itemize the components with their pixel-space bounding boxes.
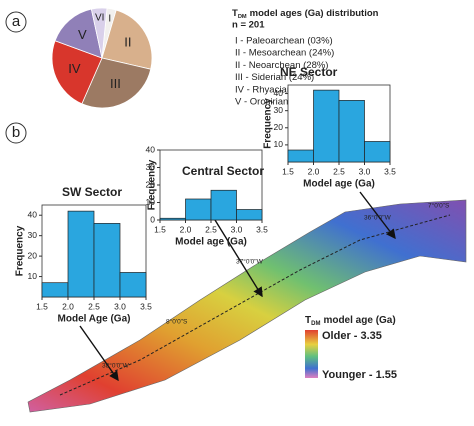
subtitle: n = 201 bbox=[232, 20, 265, 31]
legend-entry: II - Neoarchean (28%) bbox=[235, 60, 328, 71]
coord-label: 36°0'0"W bbox=[364, 214, 392, 222]
y-axis-label: Frequency bbox=[15, 225, 26, 276]
slice-label: II bbox=[124, 34, 131, 49]
y-tick-label: 20 bbox=[146, 179, 156, 189]
pie-slice bbox=[54, 8, 103, 59]
slice-label: I bbox=[108, 13, 111, 24]
title: TDM model age (Ga) bbox=[305, 315, 396, 327]
y-tick-label: 10 bbox=[146, 197, 156, 207]
title-part: T bbox=[232, 8, 238, 19]
title-part: T bbox=[305, 315, 311, 326]
bar bbox=[287, 149, 314, 163]
legend-entry: V - Orosirian (05%) bbox=[235, 97, 316, 108]
y-tick-label: 40 bbox=[146, 144, 156, 154]
panel-badge bbox=[5, 11, 27, 33]
x-axis-label: Model age (Ga) bbox=[303, 179, 375, 190]
x-tick-label: 2.5 bbox=[88, 301, 100, 311]
slice-label: IV bbox=[68, 61, 81, 76]
chart-title: Central Sector bbox=[182, 164, 264, 178]
y-tick-label: 20 bbox=[274, 122, 284, 132]
coord-label: 38°0'0"W bbox=[102, 362, 130, 370]
x-axis-label: Model Age (Ga) bbox=[58, 314, 131, 325]
pointer-arrow bbox=[359, 191, 396, 240]
pie-slice bbox=[90, 7, 108, 59]
y-axis-label: Frequency bbox=[147, 159, 158, 210]
coord-label: 8°0'0"S bbox=[166, 318, 188, 326]
slice-label: VI bbox=[95, 13, 104, 24]
x-tick-label: 2.0 bbox=[308, 166, 320, 176]
slice-label: V bbox=[78, 27, 87, 42]
slice-label: III bbox=[110, 76, 121, 91]
pointer-arrow bbox=[79, 325, 119, 382]
scale-label: Older - 3.35 bbox=[322, 330, 382, 342]
x-axis-label: Model age (Ga) bbox=[175, 237, 247, 248]
bar bbox=[159, 217, 186, 221]
coord-label: 7°0'0"S bbox=[428, 202, 450, 210]
bar bbox=[236, 209, 263, 221]
y-tick-label: 30 bbox=[146, 162, 156, 172]
x-tick-label: 2.5 bbox=[205, 224, 217, 234]
y-tick-label: 40 bbox=[28, 209, 38, 219]
panel-label: a bbox=[12, 13, 21, 30]
title-part: DM bbox=[238, 14, 247, 20]
pointer-arrow bbox=[214, 219, 263, 298]
map-strip bbox=[27, 199, 467, 413]
x-tick-label: 3.5 bbox=[384, 166, 396, 176]
bar bbox=[313, 89, 340, 163]
bar bbox=[119, 272, 147, 298]
y-tick-label: 0 bbox=[150, 214, 155, 224]
x-tick-label: 3.0 bbox=[359, 166, 371, 176]
legend-entry: III - Siderian (24%) bbox=[235, 72, 314, 83]
x-tick-label: 1.5 bbox=[282, 166, 294, 176]
x-tick-label: 3.5 bbox=[140, 301, 152, 311]
bar bbox=[93, 223, 121, 298]
legend-entry: I - Paleoarchean (03%) bbox=[235, 36, 333, 47]
x-tick-label: 1.5 bbox=[36, 301, 48, 311]
y-tick-label: 30 bbox=[274, 105, 284, 115]
bar bbox=[364, 141, 391, 163]
x-tick-label: 1.5 bbox=[154, 224, 166, 234]
bar bbox=[67, 210, 95, 298]
title: TDM model ages (Ga) distribution bbox=[232, 8, 379, 20]
bar bbox=[338, 100, 365, 163]
color-scale bbox=[305, 330, 318, 378]
legend-entry: IV - Rhyacian (16%) bbox=[235, 84, 320, 95]
y-tick-label: 20 bbox=[28, 250, 38, 260]
x-tick-label: 2.0 bbox=[180, 224, 192, 234]
pie-slice bbox=[101, 9, 153, 70]
bar bbox=[185, 198, 212, 221]
x-tick-label: 3.5 bbox=[256, 224, 268, 234]
y-tick-label: 30 bbox=[28, 230, 38, 240]
bar bbox=[41, 282, 69, 298]
pie-slice bbox=[81, 57, 152, 109]
x-tick-label: 3.0 bbox=[114, 301, 126, 311]
title-part: model age (Ga) bbox=[323, 315, 395, 326]
pie-slice bbox=[51, 40, 103, 105]
x-tick-label: 3.0 bbox=[231, 224, 243, 234]
y-axis-label: Frequency bbox=[263, 98, 274, 149]
y-tick-label: 10 bbox=[274, 139, 284, 149]
x-tick-label: 2.0 bbox=[62, 301, 74, 311]
coord-label: 37°0'0"W bbox=[236, 258, 264, 266]
panel-badge bbox=[5, 122, 27, 144]
panel-label: b bbox=[12, 124, 20, 141]
chart-title: SW Sector bbox=[62, 185, 122, 199]
chart-title: NE Sector bbox=[280, 65, 338, 79]
y-tick-label: 10 bbox=[28, 271, 38, 281]
bar bbox=[210, 189, 237, 221]
x-tick-label: 2.5 bbox=[333, 166, 345, 176]
y-tick-label: 40 bbox=[274, 88, 284, 98]
legend-entry: II - Mesoarchean (24%) bbox=[235, 48, 334, 59]
scale-label: Younger - 1.55 bbox=[322, 369, 397, 381]
title-part: model ages (Ga) distribution bbox=[250, 8, 379, 19]
title-part: DM bbox=[311, 321, 320, 327]
